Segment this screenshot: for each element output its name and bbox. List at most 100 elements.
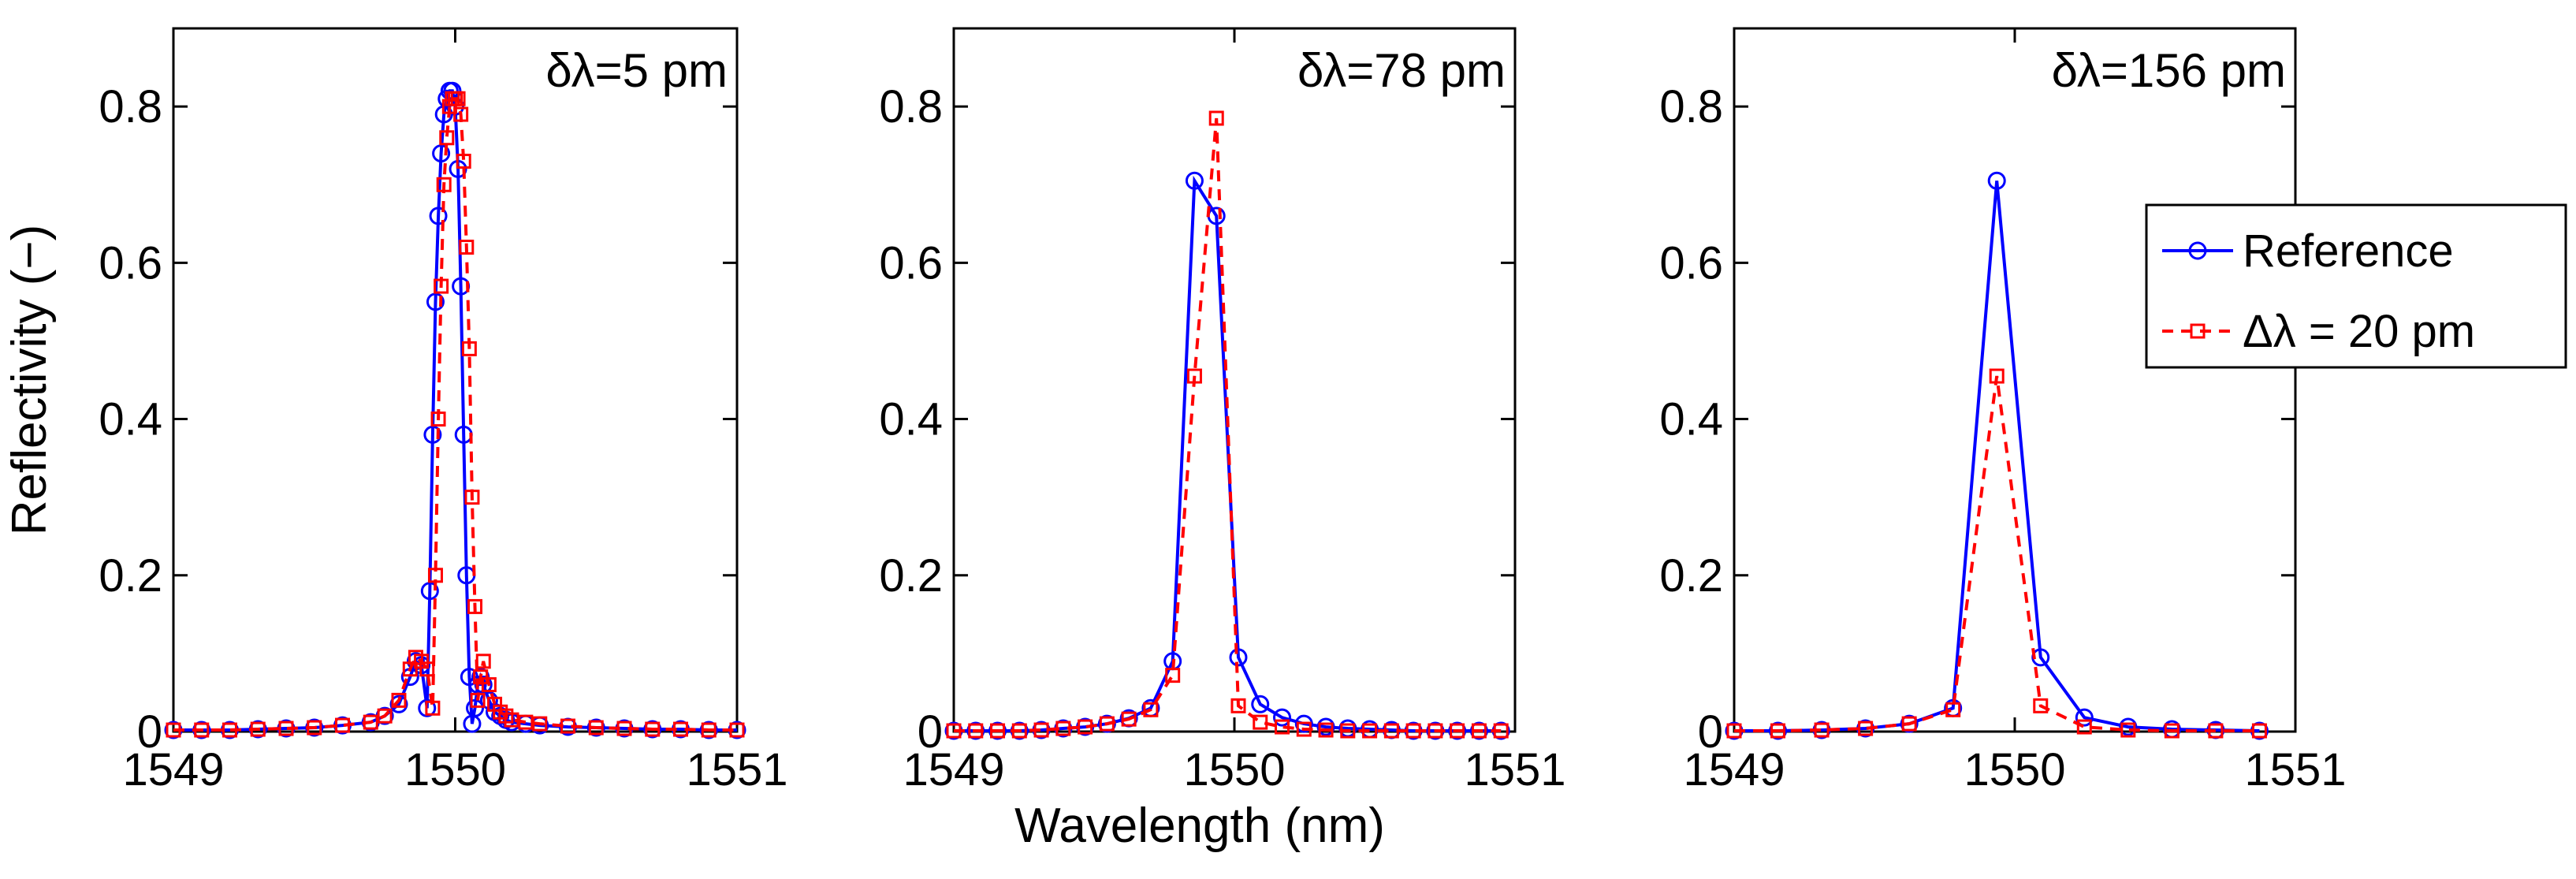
data-point-square — [990, 723, 1006, 739]
y-tick-label: 0 — [137, 706, 162, 758]
data-point-square — [1253, 714, 1268, 730]
data-point-circle — [699, 721, 718, 739]
x-tick-label: 1550 — [1964, 744, 2065, 795]
data-point-circle — [418, 698, 437, 717]
data-point-square — [1989, 368, 2005, 384]
data-point-square — [194, 722, 210, 738]
x-tick-label: 1550 — [1183, 744, 1285, 795]
data-point-square — [1033, 722, 1049, 738]
series-delta-20pm — [946, 110, 1509, 739]
panel-annotation: δλ=78 pm — [1297, 44, 1506, 97]
data-point-square — [560, 718, 575, 734]
data-point-square — [1099, 716, 1115, 732]
y-axis-label: Reflectivity (−) — [2, 225, 57, 535]
y-tick-label: 0.2 — [99, 550, 162, 602]
x-tick-label: 1550 — [404, 744, 506, 795]
data-point-square — [461, 341, 477, 356]
data-point-circle — [1900, 714, 1919, 733]
data-point-square — [363, 714, 378, 730]
data-point-square — [616, 721, 632, 736]
y-tick-label: 0.2 — [1659, 550, 1723, 602]
chart-panel-3: 0 0.2 0.4 0.6 0.8 1549 1550 1551 δλ=156 pm — [1659, 27, 2347, 795]
data-point-square — [307, 720, 322, 736]
data-point-square — [2120, 722, 2136, 738]
data-point-square — [250, 721, 266, 737]
data-point-square — [2076, 719, 2092, 735]
data-point-square — [1186, 368, 1202, 384]
y-tick-label: 0 — [918, 706, 943, 758]
y-tick-label: 0.4 — [99, 394, 162, 445]
data-point-square — [946, 723, 962, 739]
data-point-circle — [1987, 171, 2006, 190]
data-point-square — [1428, 723, 1443, 739]
data-point-square — [436, 177, 452, 192]
y-tick-label: 0.6 — [879, 237, 943, 289]
data-point-square — [419, 661, 435, 677]
data-point-square — [1945, 702, 1961, 717]
data-point-circle — [420, 582, 439, 601]
data-point-square — [166, 722, 181, 738]
data-point-square — [430, 412, 446, 427]
data-point-square — [1858, 721, 1874, 736]
data-point-square — [1383, 723, 1399, 739]
data-point-circle — [1097, 714, 1116, 733]
data-point-square — [1011, 723, 1027, 739]
panel-annotation: δλ=5 pm — [545, 44, 728, 97]
data-point-square — [1901, 716, 1917, 732]
series-reference — [164, 81, 746, 739]
legend-label: Reference — [2243, 225, 2454, 277]
data-point-square — [588, 720, 604, 736]
data-point-square — [1450, 723, 1465, 739]
data-point-square — [459, 240, 475, 255]
data-point-square — [464, 490, 480, 505]
data-point-square — [2164, 723, 2180, 739]
data-point-square — [1493, 723, 1509, 739]
data-point-square — [1814, 722, 1830, 738]
data-point-square — [453, 106, 469, 122]
data-point-circle — [988, 721, 1007, 740]
data-point-square — [1340, 723, 1356, 739]
y-tick-label: 0 — [1698, 706, 1723, 758]
data-point-circle — [1273, 708, 1292, 727]
data-point-circle — [432, 144, 451, 163]
series-reference — [944, 171, 1510, 740]
data-point-square — [518, 714, 534, 730]
data-point-square — [1471, 723, 1487, 739]
data-point-square — [1296, 721, 1312, 737]
data-point-square — [729, 722, 745, 738]
data-point-circle — [2119, 717, 2138, 736]
data-point-square — [1121, 711, 1137, 727]
data-point-square — [456, 153, 471, 169]
data-point-square — [1143, 702, 1159, 717]
data-point-square — [481, 677, 497, 693]
data-point-circle — [429, 207, 448, 225]
data-point-square — [450, 91, 466, 106]
data-point-circle — [1251, 695, 1270, 713]
data-point-circle — [643, 720, 662, 739]
series-delta-20pm — [1726, 368, 2267, 739]
y-tick-label: 0.8 — [99, 81, 162, 132]
data-point-square — [377, 708, 393, 724]
data-point-circle — [423, 425, 442, 444]
series-delta-20pm — [166, 91, 745, 738]
data-point-square — [1078, 719, 1093, 735]
y-tick-label: 0.2 — [879, 550, 943, 602]
data-point-square — [222, 722, 237, 738]
data-point-square — [504, 712, 519, 728]
data-point-square — [1055, 721, 1071, 736]
data-point-square — [968, 723, 984, 739]
data-point-square — [1405, 723, 1421, 739]
data-point-square — [532, 716, 548, 732]
legend-box — [2145, 203, 2567, 369]
data-point-square — [2033, 698, 2049, 713]
x-tick-label: 1551 — [2244, 744, 2346, 795]
data-point-square — [1230, 698, 1246, 713]
data-point-square — [467, 598, 483, 614]
legend-entry-1: Reference — [2162, 225, 2454, 277]
data-point-circle — [586, 718, 605, 737]
y-tick-label: 0.6 — [99, 237, 162, 289]
data-point-square — [425, 700, 441, 716]
panel-annotation: δλ=156 pm — [2052, 44, 2286, 97]
x-axis-label: Wavelength (nm) — [1014, 799, 1385, 853]
